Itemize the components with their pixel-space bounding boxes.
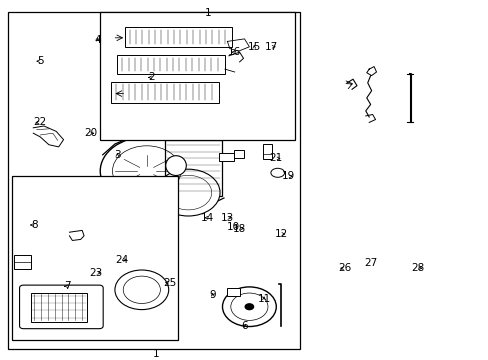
- Text: 4: 4: [94, 35, 101, 45]
- Text: 25: 25: [163, 278, 176, 288]
- Text: 20: 20: [84, 128, 97, 138]
- Circle shape: [115, 270, 168, 310]
- Text: 15: 15: [247, 42, 261, 52]
- Bar: [124, 27, 232, 47]
- Text: 6: 6: [241, 321, 247, 331]
- Circle shape: [156, 169, 220, 216]
- Polygon shape: [33, 126, 63, 147]
- Circle shape: [244, 303, 254, 310]
- Text: 2: 2: [148, 72, 155, 82]
- Text: 12: 12: [274, 229, 287, 239]
- Bar: [14, 255, 31, 269]
- Text: 24: 24: [115, 255, 129, 265]
- Text: 5: 5: [37, 56, 44, 66]
- Text: 10: 10: [227, 222, 240, 232]
- Text: 16: 16: [227, 47, 241, 57]
- Text: 26: 26: [337, 263, 351, 273]
- Text: 3: 3: [114, 150, 121, 160]
- Polygon shape: [212, 56, 243, 74]
- Bar: [121, 164, 165, 227]
- Polygon shape: [217, 97, 249, 115]
- Text: 1: 1: [204, 8, 211, 18]
- Bar: [31, 293, 87, 322]
- Text: 19: 19: [281, 171, 295, 181]
- Circle shape: [222, 287, 276, 327]
- Text: 8: 8: [31, 220, 38, 230]
- Text: 1: 1: [153, 349, 160, 359]
- Text: 27: 27: [363, 258, 377, 268]
- Text: 21: 21: [269, 153, 283, 163]
- Ellipse shape: [135, 278, 153, 287]
- Text: 13: 13: [220, 213, 234, 223]
- Bar: [227, 288, 239, 296]
- Bar: [117, 55, 224, 74]
- Text: 18: 18: [232, 224, 246, 234]
- Ellipse shape: [270, 168, 284, 177]
- Bar: [165, 140, 221, 196]
- Text: 17: 17: [264, 42, 278, 52]
- Bar: [8, 12, 300, 349]
- Bar: [233, 150, 244, 158]
- Circle shape: [141, 280, 147, 285]
- Text: 14: 14: [201, 213, 214, 223]
- Text: 28: 28: [410, 263, 424, 273]
- Text: 9: 9: [209, 290, 216, 300]
- Polygon shape: [261, 100, 288, 118]
- Text: 22: 22: [33, 117, 47, 127]
- FancyBboxPatch shape: [20, 285, 103, 329]
- Text: 23: 23: [89, 268, 103, 278]
- Bar: [12, 176, 178, 340]
- Text: 7: 7: [64, 281, 71, 291]
- Bar: [219, 153, 233, 161]
- Circle shape: [100, 137, 193, 205]
- Ellipse shape: [165, 156, 186, 175]
- Bar: [100, 12, 294, 140]
- Bar: [111, 82, 219, 103]
- Bar: [263, 144, 271, 159]
- Text: 11: 11: [257, 294, 270, 304]
